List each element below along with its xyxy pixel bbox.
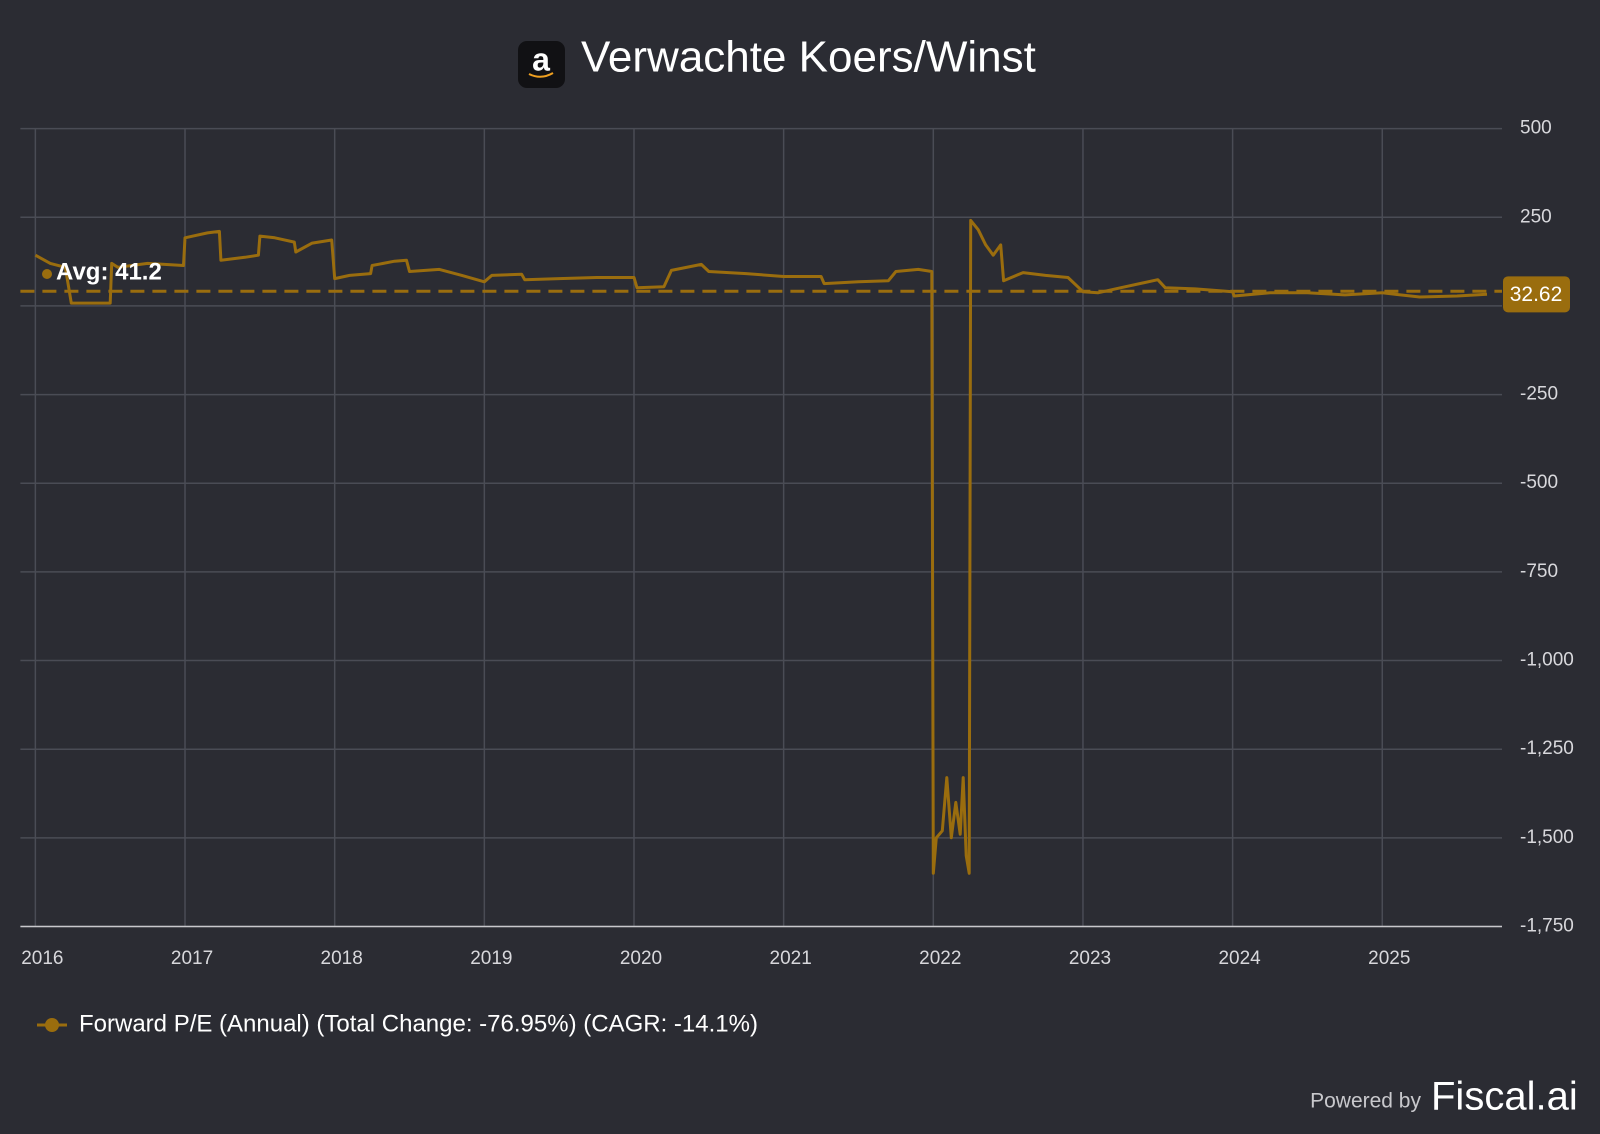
legend-label: Forward P/E (Annual) (Total Change: -76.… [79,1010,758,1037]
x-tick-label: 2024 [1218,948,1261,969]
legend-marker-dot [45,1018,59,1032]
x-tick-label: 2020 [620,948,662,969]
y-tick-label: -1,750 [1520,916,1574,937]
brand: Fiscal.ai [1431,1075,1578,1119]
average-label: Avg: 41.2 [56,258,162,285]
y-tick-label: -1,250 [1520,738,1574,759]
y-tick-label: -1,500 [1520,827,1574,848]
x-tick-label: 2016 [21,948,63,969]
x-tick-label: 2019 [470,948,512,969]
x-tick-label: 2021 [770,948,812,969]
logo: a [532,41,550,77]
chart-title: Verwachte Koers/Winst [581,33,1036,82]
average-dot [42,269,52,279]
logo-box [518,41,565,88]
y-tick-label: 500 [1520,118,1552,139]
x-tick-label: 2018 [321,948,363,969]
x-tick-label: 2025 [1368,948,1410,969]
powered-by: Powered by [1310,1090,1421,1113]
x-tick-label: 2017 [171,948,213,969]
y-tick-label: -1,000 [1520,650,1574,671]
x-tick-label: 2023 [1069,948,1111,969]
y-tick-label: 250 [1520,206,1552,227]
last-value-badge [1503,276,1570,313]
y-tick-label: -500 [1520,472,1558,493]
logo-smile [528,72,554,78]
y-tick-label: -250 [1520,384,1558,405]
last-value-label: 32.62 [1510,283,1563,306]
x-tick-label: 2022 [919,948,961,969]
y-tick-label: -750 [1520,561,1558,582]
